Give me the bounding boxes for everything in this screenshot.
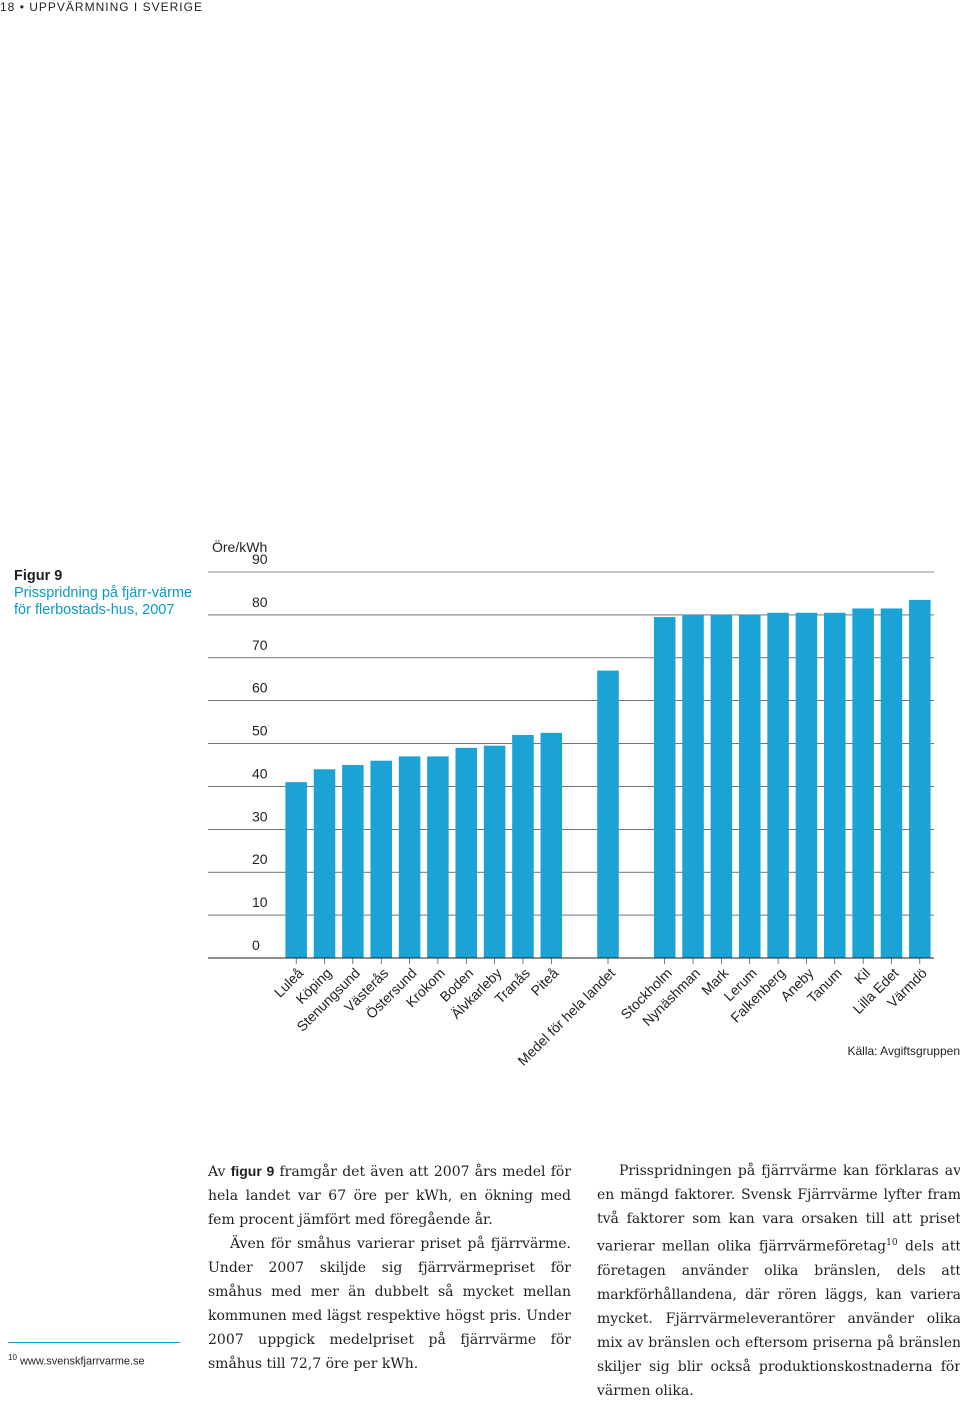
paragraph: Av figur 9 framgår det även att 2007 års… bbox=[208, 1159, 571, 1232]
paragraph: Prisspridningen på fjärrvärme kan förkla… bbox=[597, 1159, 960, 1403]
figure-reference: figur 9 bbox=[230, 1163, 275, 1179]
bar bbox=[370, 760, 392, 958]
bar bbox=[483, 745, 506, 958]
paragraph-lead: Av bbox=[208, 1164, 231, 1180]
y-tick-label: 20 bbox=[252, 851, 268, 867]
y-tick-label: 60 bbox=[252, 680, 268, 696]
bar-chart: Öre/kWh 0 10 20 30 40 50 60 70 80 90 LuleåKöpingS… bbox=[208, 538, 934, 1069]
body-column-left: Av figur 9 framgår det även att 2007 års… bbox=[208, 1159, 571, 1376]
bar bbox=[767, 612, 789, 958]
footnote-divider bbox=[8, 1342, 180, 1343]
bar bbox=[427, 756, 449, 958]
section-title: UPPVÄRMNING I SVERIGE bbox=[29, 0, 203, 14]
bar bbox=[795, 612, 818, 958]
y-tick-label: 40 bbox=[252, 765, 268, 781]
bar bbox=[880, 608, 903, 958]
bar bbox=[852, 608, 874, 958]
y-tick-label: 80 bbox=[252, 594, 268, 610]
figure-caption: Figur 9 Prisspridning på fjärr-värme för… bbox=[14, 568, 204, 619]
y-tick-label: 70 bbox=[252, 637, 268, 653]
page-number: 18 bbox=[0, 0, 16, 14]
header-bullet: • bbox=[19, 0, 25, 14]
bar-series bbox=[285, 599, 931, 958]
bar bbox=[313, 769, 336, 958]
bar bbox=[738, 614, 761, 958]
bar bbox=[512, 734, 534, 958]
figure-title: Prisspridning på fjärr-värme för flerbos… bbox=[14, 585, 193, 618]
y-tick-label: 50 bbox=[252, 723, 268, 739]
bar bbox=[710, 614, 733, 958]
bar bbox=[342, 765, 364, 958]
bar bbox=[540, 732, 563, 958]
x-axis: LuleåKöpingStenungsundVästeråsÖstersundK… bbox=[208, 957, 934, 1069]
y-axis-unit-label: Öre/kWh bbox=[212, 538, 267, 555]
bar bbox=[285, 782, 307, 958]
footnote-link[interactable]: www.svenskfjarrvarme.se bbox=[19, 1355, 145, 1368]
bar bbox=[824, 612, 846, 958]
bar bbox=[597, 670, 619, 958]
y-tick-label: 10 bbox=[252, 894, 268, 910]
body-column-right: Prisspridningen på fjärrvärme kan förkla… bbox=[597, 1159, 960, 1403]
bar bbox=[909, 599, 931, 958]
bar bbox=[653, 617, 676, 958]
paragraph: Även för småhus varierar priset på fjärr… bbox=[208, 1236, 571, 1372]
y-tick-label: 0 bbox=[252, 937, 260, 953]
footnote-reference: 10 bbox=[886, 1238, 898, 1248]
chart-source: Källa: Avgiftsgruppen bbox=[847, 1044, 960, 1058]
x-tick-label: Piteå bbox=[528, 965, 562, 999]
page-header: 18 • UPPVÄRMNING I SVERIGE bbox=[0, 0, 203, 14]
bar bbox=[398, 756, 421, 958]
footnote: 10 www.svenskfjarrvarme.se bbox=[8, 1353, 145, 1368]
y-tick-label: 90 bbox=[252, 551, 268, 567]
figure-label: Figur 9 bbox=[14, 568, 63, 584]
footnote-mark: 10 bbox=[8, 1353, 17, 1362]
bar bbox=[682, 614, 704, 958]
x-tick-label: Kil bbox=[851, 965, 873, 987]
x-tick-label: Medel för hela landet bbox=[514, 965, 618, 1069]
paragraph-text: dels att företagen använder olika bränsl… bbox=[597, 1238, 960, 1399]
y-tick-label: 30 bbox=[252, 808, 268, 824]
paragraph-text: framgår det även att 2007 års medel för … bbox=[208, 1164, 572, 1228]
bar bbox=[455, 747, 478, 958]
paragraph-text: Prisspridningen på fjärrvärme kan förkla… bbox=[597, 1163, 960, 1255]
